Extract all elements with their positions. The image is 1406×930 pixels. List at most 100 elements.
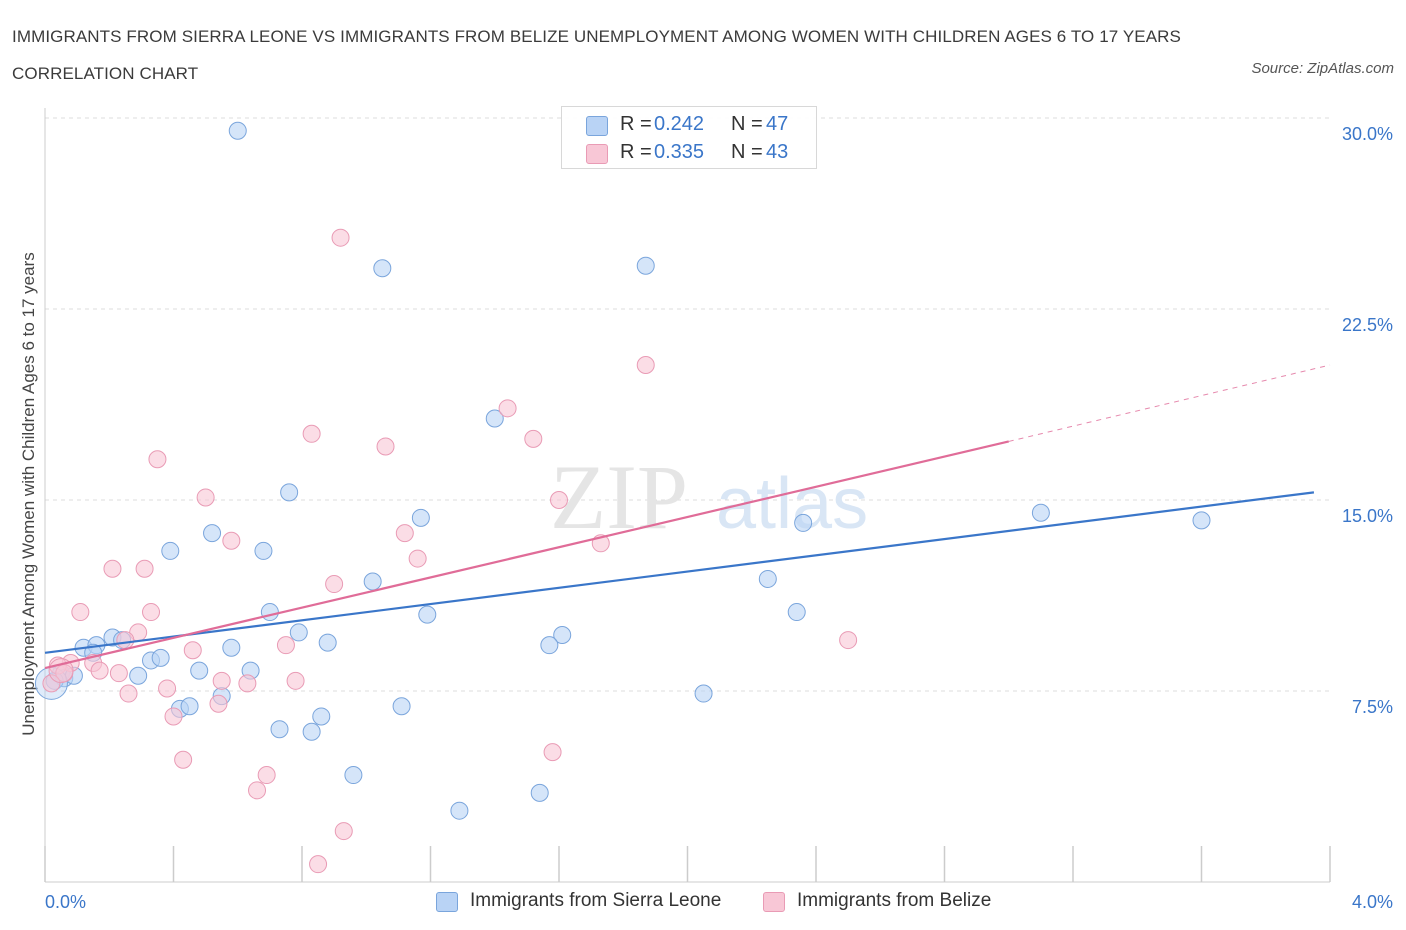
data-point	[331, 228, 350, 247]
data-point	[363, 572, 382, 591]
chart-title: IMMIGRANTS FROM SIERRA LEONE VS IMMIGRAN…	[12, 27, 1181, 83]
data-point	[411, 508, 430, 527]
data-point	[553, 625, 572, 644]
data-point	[135, 559, 154, 578]
legend-series-label: Immigrants from Belize	[797, 890, 992, 911]
data-point	[636, 356, 655, 375]
data-point	[228, 121, 247, 140]
data-point	[248, 781, 267, 800]
data-point	[129, 666, 148, 685]
data-point	[309, 855, 328, 874]
axes	[44, 108, 1331, 883]
data-point	[450, 801, 469, 820]
data-point	[190, 661, 209, 680]
data-point	[395, 524, 414, 543]
data-point	[289, 623, 308, 642]
legend-series-label: Immigrants from Sierra Leone	[470, 890, 722, 911]
legend-r-value: 0.242	[654, 113, 705, 135]
legend-swatch-blue	[436, 892, 458, 912]
data-point	[524, 429, 543, 448]
data-point	[334, 822, 353, 841]
x-tick-labels: 0.0% 4.0%	[45, 892, 1393, 912]
data-point	[636, 256, 655, 275]
data-point	[312, 707, 331, 726]
data-point	[174, 750, 193, 769]
data-point	[222, 531, 241, 550]
y-tick-label: 30.0%	[1342, 124, 1393, 144]
legend-r-label: R =	[620, 141, 652, 163]
trendline-belize	[44, 440, 1010, 670]
x-tick-label: 0.0%	[45, 892, 86, 912]
data-point	[794, 513, 813, 532]
data-point	[485, 409, 504, 428]
data-point	[238, 674, 257, 693]
legend-n-label: N =	[731, 113, 763, 135]
data-point	[116, 631, 135, 650]
data-point	[325, 575, 344, 594]
y-tick-labels: 7.5% 15.0% 22.5% 30.0%	[1342, 124, 1393, 717]
data-point	[209, 694, 228, 713]
data-point	[180, 697, 199, 716]
data-point	[498, 399, 517, 418]
data-point	[376, 437, 395, 456]
data-point	[42, 674, 61, 693]
source-credit: Source: ZipAtlas.com	[1251, 60, 1394, 77]
data-point	[276, 636, 295, 655]
y-axis-label: Unemployment Among Women with Children A…	[19, 252, 38, 736]
data-point	[142, 603, 161, 622]
data-point	[550, 491, 568, 509]
data-point	[344, 766, 363, 785]
legend-n-value: 47	[766, 113, 789, 135]
data-point	[183, 641, 202, 660]
data-point	[90, 661, 109, 680]
data-point	[151, 648, 170, 667]
data-point	[540, 636, 559, 655]
legend-swatch-blue	[586, 116, 608, 136]
data-point	[408, 549, 427, 568]
y-tick-label: 15.0%	[1342, 506, 1393, 526]
legend-r-value: 0.335	[654, 141, 705, 163]
trendline-belize-extension	[1008, 364, 1331, 442]
data-point	[302, 424, 321, 443]
legend-swatch-pink	[586, 144, 608, 164]
data-point	[222, 638, 241, 657]
data-point	[260, 603, 279, 622]
trendlines	[44, 364, 1331, 670]
y-tick-label: 7.5%	[1352, 697, 1393, 717]
data-point	[758, 569, 777, 588]
data-point	[1031, 503, 1050, 522]
watermark-zip: ZIP	[550, 446, 688, 548]
trendline-sierra-leone	[44, 491, 1315, 654]
data-point	[71, 603, 90, 622]
data-point	[839, 631, 858, 650]
legend-n-label: N =	[731, 141, 763, 163]
y-tick-label: 22.5%	[1342, 315, 1393, 335]
data-point	[148, 450, 167, 469]
data-point	[318, 633, 337, 652]
data-point	[392, 697, 411, 716]
data-point	[280, 483, 299, 502]
data-point	[103, 559, 122, 578]
data-point	[302, 722, 321, 741]
data-point	[212, 671, 231, 690]
data-point	[530, 783, 549, 802]
data-point	[1192, 511, 1211, 530]
legend-n-value: 43	[766, 141, 789, 163]
stats-legend: R = 0.242 N = 47 R = 0.335 N = 43	[561, 106, 817, 169]
x-tick-label: 4.0%	[1352, 892, 1393, 912]
data-point	[164, 707, 183, 726]
data-point	[119, 684, 138, 703]
data-point	[286, 671, 305, 690]
data-point	[158, 679, 177, 698]
gridlines	[45, 117, 1330, 692]
data-point	[787, 603, 806, 622]
legend-r-label: R =	[620, 113, 652, 135]
data-point	[257, 766, 276, 785]
data-point	[196, 488, 215, 507]
legend-swatch-pink	[763, 892, 785, 912]
data-point	[270, 720, 289, 739]
data-point	[418, 605, 437, 624]
data-point	[203, 524, 222, 543]
data-point	[109, 664, 128, 683]
